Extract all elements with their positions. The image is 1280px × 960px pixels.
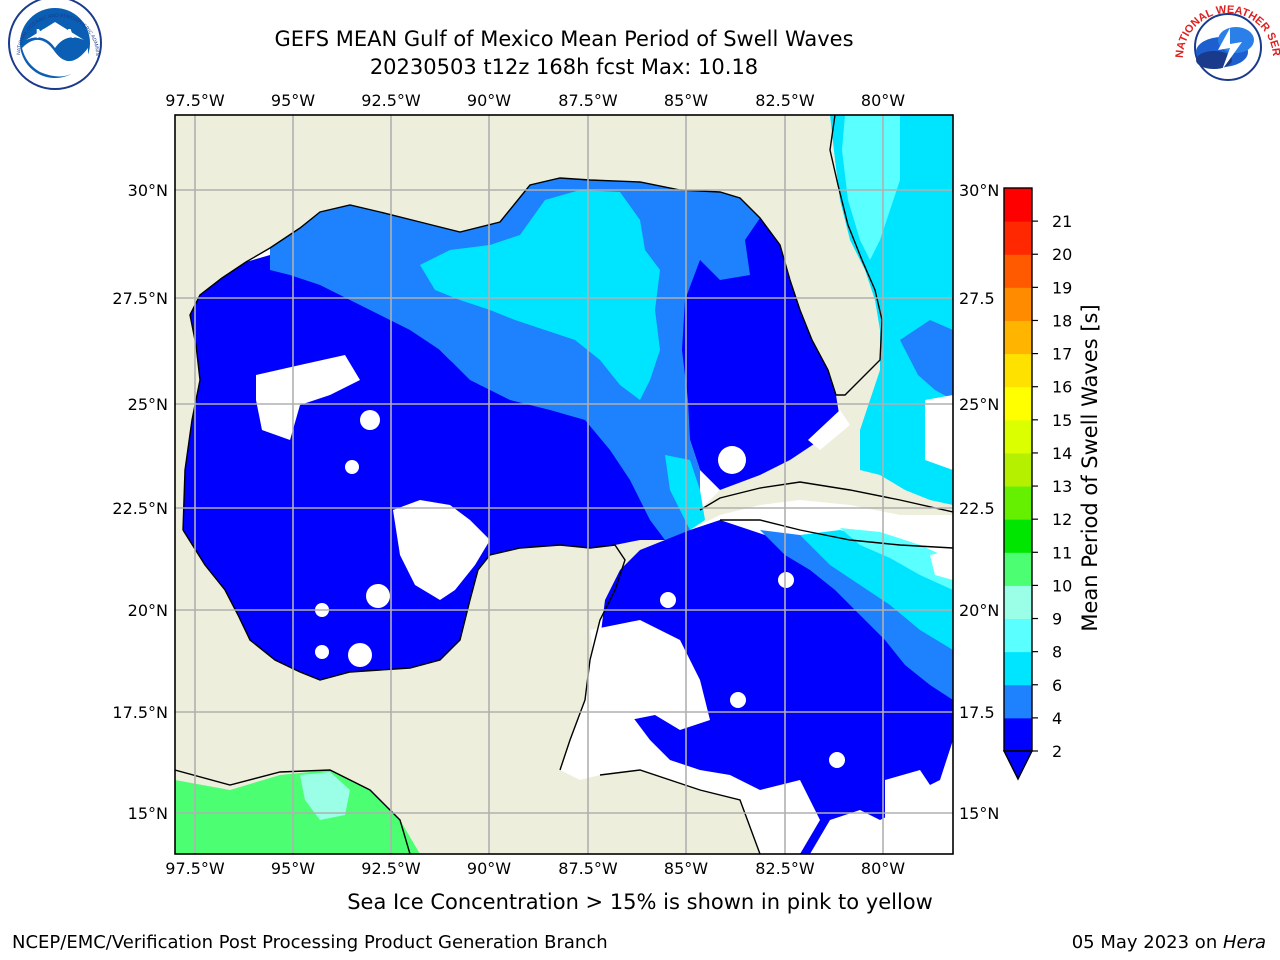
lat-label-right: 27.5 — [959, 289, 995, 308]
lon-label-bottom: 87.5°W — [558, 859, 618, 878]
colorbar-tick-label: 13 — [1052, 477, 1072, 496]
colorbar-tick-label: 2 — [1052, 742, 1062, 761]
colorbar-tick-label: 14 — [1052, 444, 1072, 463]
no-data-patches — [256, 355, 953, 854]
colorbar-tick-label: 15 — [1052, 411, 1072, 430]
colorbar-band — [1004, 452, 1032, 487]
lon-label-top: 85°W — [664, 91, 708, 110]
colorbar-extend-arrow — [1002, 750, 1034, 781]
colorbar-tick-label: 8 — [1052, 643, 1062, 662]
period-2-4-caribbean — [600, 520, 953, 854]
lon-label-top: 90°W — [467, 91, 511, 110]
lat-label-left: 30°N — [128, 181, 168, 200]
footer-credit: NCEP/EMC/Verification Post Processing Pr… — [12, 932, 608, 953]
colorbar-band — [1004, 717, 1032, 752]
footer-host: Hera — [1222, 932, 1266, 953]
lat-label-right: 20°N — [959, 601, 999, 620]
lat-label-right: 22.5 — [959, 499, 995, 518]
graticule — [175, 115, 953, 854]
colorbar-band — [1004, 618, 1032, 653]
lat-label-left: 15°N — [128, 804, 168, 823]
atlantic-darker — [900, 320, 953, 400]
lat-label-right: 25°N — [959, 395, 999, 414]
colorbar-band — [1004, 519, 1032, 553]
noaa-logo-text: NOAA — [36, 26, 75, 41]
period-2-4-gulf — [183, 255, 700, 680]
lat-label-left: 20°N — [128, 601, 168, 620]
lon-label-top: 95°W — [271, 91, 315, 110]
colorbar-band — [1004, 386, 1032, 421]
colorbar-tick-label: 11 — [1052, 543, 1072, 562]
colorbar-frame — [1003, 187, 1033, 752]
colorbar-tick-label: 10 — [1052, 576, 1072, 595]
lon-label-top: 92.5°W — [361, 91, 421, 110]
chart-subtitle: 20230503 t12z 168h fcst Max: 10.18 — [369, 55, 759, 79]
lat-label-right: 15°N — [959, 804, 999, 823]
period-2-4-east — [680, 215, 840, 490]
lon-label-bottom: 82.5°W — [755, 859, 815, 878]
colorbar-band — [1004, 651, 1032, 686]
colorbar-tick-label: 17 — [1052, 345, 1072, 364]
lat-label-left: 27.5°N — [112, 289, 168, 308]
colorbar-band — [1004, 552, 1032, 586]
lon-label-bottom: 92.5°W — [361, 859, 421, 878]
svg-text:NATIONAL WEATHER SERVICE: NATIONAL WEATHER SERVICE — [0, 0, 1280, 58]
map-frame — [174, 114, 954, 855]
lon-label-top: 97.5°W — [165, 91, 225, 110]
map-area — [175, 115, 953, 854]
lon-label-bottom: 80°W — [861, 859, 905, 878]
lat-label-left: 25°N — [128, 395, 168, 414]
footer-date-text: 05 May 2023 on — [1071, 932, 1223, 953]
colorbar-tick-label: 12 — [1052, 510, 1072, 529]
lon-label-top: 87.5°W — [558, 91, 618, 110]
lat-label-right: 17.5 — [959, 703, 995, 722]
lon-label-bottom: 90°W — [467, 859, 511, 878]
colorbar-label: Mean Period of Swell Waves [s] — [1078, 304, 1102, 632]
lat-label-right: 30°N — [959, 181, 999, 200]
nws-logo-ring: NATIONAL WEATHER SERVICE — [0, 0, 1280, 58]
colorbar-band — [1004, 254, 1032, 288]
colorbar-tick-label: 20 — [1052, 245, 1072, 264]
colorbar-band — [1004, 585, 1032, 620]
lon-label-top: 80°W — [861, 91, 905, 110]
colorbar-band — [1004, 684, 1032, 719]
sea-ice-note-text: Sea Ice Concentration > 15% is shown in … — [347, 890, 933, 914]
noaa-logo: NOAA NATIONAL OCEANIC AND ATMOSPHERIC AD… — [0, 0, 102, 90]
colorbar-tick-label: 21 — [1052, 212, 1072, 231]
footer-date: 05 May 2023 on Hera — [1072, 932, 1266, 953]
period-8-9-caribbean — [840, 528, 953, 590]
pacific-8-9 — [300, 772, 350, 820]
period-6-8-yucatan — [665, 455, 705, 530]
axis-labels: 97.5°W 95°W 92.5°W 90°W 87.5°W 85°W 82.5… — [112, 91, 999, 878]
atlantic-lighter — [842, 115, 900, 260]
colorbar-band — [1004, 287, 1032, 321]
colorbar-tick-label: 9 — [1052, 610, 1062, 629]
colorbar-band — [1004, 486, 1032, 520]
colorbar-band — [1004, 221, 1032, 255]
sea-ice-note: Sea Ice Concentration > 15% is shown in … — [0, 890, 1280, 914]
lon-label-bottom: 97.5°W — [165, 859, 225, 878]
colorbar-band — [1004, 320, 1032, 355]
colorbar-tick-label: 6 — [1052, 676, 1062, 695]
colorbar-band — [1004, 188, 1032, 222]
chart-title: GEFS MEAN Gulf of Mexico Mean Period of … — [274, 27, 854, 51]
period-6-8 — [420, 190, 660, 400]
colorbar: 2 4 6 8 9 10 11 12 13 14 15 16 17 18 19 20 21 — [1002, 187, 1072, 781]
colorbar-tick-label: 4 — [1052, 709, 1062, 728]
colorbar-band — [1004, 419, 1032, 454]
colorbar-tick-label: 18 — [1052, 311, 1072, 330]
lat-label-left: 22.5°N — [112, 499, 168, 518]
lat-label-left: 17.5°N — [112, 703, 168, 722]
colorbar-tick-label: 19 — [1052, 278, 1072, 297]
lon-label-bottom: 95°W — [271, 859, 315, 878]
lon-label-top: 82.5°W — [755, 91, 815, 110]
colorbar-label-wrap: Mean Period of Swell Waves [s] — [1078, 304, 1102, 631]
colorbar-tick-label: 16 — [1052, 378, 1072, 397]
lon-label-bottom: 85°W — [664, 859, 708, 878]
colorbar-band — [1004, 353, 1032, 388]
nws-logo: NATIONAL WEATHER SERVICE — [0, 0, 1280, 95]
pacific-9-10 — [175, 770, 420, 854]
